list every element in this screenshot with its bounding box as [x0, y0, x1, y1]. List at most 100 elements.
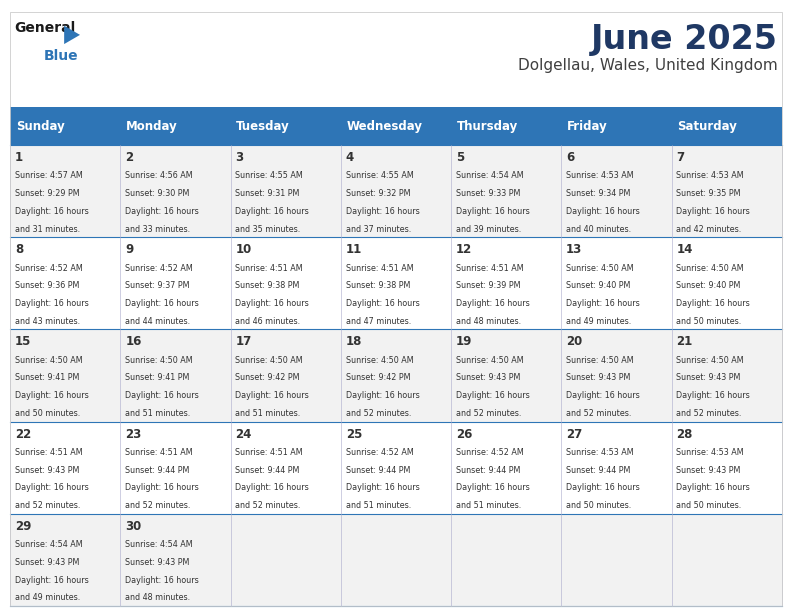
Text: Wednesday: Wednesday — [346, 119, 422, 133]
Text: Sunset: 9:41 PM: Sunset: 9:41 PM — [125, 373, 189, 382]
Text: Dolgellau, Wales, United Kingdom: Dolgellau, Wales, United Kingdom — [518, 58, 778, 73]
Text: and 35 minutes.: and 35 minutes. — [235, 225, 301, 234]
Text: Sunrise: 4:51 AM: Sunrise: 4:51 AM — [235, 264, 303, 272]
Bar — [10, 422, 782, 513]
Text: 30: 30 — [125, 520, 142, 533]
Text: Sunrise: 4:52 AM: Sunrise: 4:52 AM — [125, 264, 193, 272]
Text: Sunset: 9:32 PM: Sunset: 9:32 PM — [345, 189, 410, 198]
Text: Sunrise: 4:50 AM: Sunrise: 4:50 AM — [125, 356, 193, 365]
Text: 18: 18 — [345, 335, 362, 348]
Text: Sunset: 9:33 PM: Sunset: 9:33 PM — [456, 189, 520, 198]
Text: Daylight: 16 hours: Daylight: 16 hours — [566, 483, 640, 493]
Text: Daylight: 16 hours: Daylight: 16 hours — [456, 391, 530, 400]
Text: Sunrise: 4:51 AM: Sunrise: 4:51 AM — [125, 448, 193, 457]
Text: Blue: Blue — [44, 49, 78, 63]
Text: Sunrise: 4:50 AM: Sunrise: 4:50 AM — [676, 264, 744, 272]
Text: June 2025: June 2025 — [591, 23, 778, 56]
Text: Sunrise: 4:50 AM: Sunrise: 4:50 AM — [566, 356, 634, 365]
Text: Daylight: 16 hours: Daylight: 16 hours — [125, 391, 199, 400]
Text: Saturday: Saturday — [677, 119, 737, 133]
Bar — [10, 513, 782, 606]
Text: and 42 minutes.: and 42 minutes. — [676, 225, 741, 234]
Text: and 49 minutes.: and 49 minutes. — [566, 317, 631, 326]
Text: 16: 16 — [125, 335, 142, 348]
Text: Sunset: 9:43 PM: Sunset: 9:43 PM — [15, 466, 79, 475]
Text: Sunset: 9:42 PM: Sunset: 9:42 PM — [345, 373, 410, 382]
Text: and 50 minutes.: and 50 minutes. — [566, 501, 631, 510]
Text: Sunset: 9:38 PM: Sunset: 9:38 PM — [345, 282, 410, 290]
Text: and 52 minutes.: and 52 minutes. — [15, 501, 81, 510]
Text: Sunset: 9:43 PM: Sunset: 9:43 PM — [456, 373, 520, 382]
Text: Sunset: 9:42 PM: Sunset: 9:42 PM — [235, 373, 300, 382]
Text: 22: 22 — [15, 428, 32, 441]
Text: Daylight: 16 hours: Daylight: 16 hours — [15, 299, 89, 308]
Text: Sunset: 9:37 PM: Sunset: 9:37 PM — [125, 282, 190, 290]
Text: General: General — [14, 21, 75, 35]
Text: Sunset: 9:43 PM: Sunset: 9:43 PM — [15, 558, 79, 567]
Text: Sunrise: 4:53 AM: Sunrise: 4:53 AM — [676, 171, 744, 181]
Text: 1: 1 — [15, 151, 23, 164]
Text: 3: 3 — [235, 151, 244, 164]
Text: Daylight: 16 hours: Daylight: 16 hours — [566, 207, 640, 216]
Text: Sunset: 9:44 PM: Sunset: 9:44 PM — [125, 466, 189, 475]
Text: Sunrise: 4:54 AM: Sunrise: 4:54 AM — [125, 540, 193, 549]
Text: 5: 5 — [456, 151, 464, 164]
Text: Daylight: 16 hours: Daylight: 16 hours — [125, 483, 199, 493]
Text: and 47 minutes.: and 47 minutes. — [345, 317, 411, 326]
Text: Sunrise: 4:50 AM: Sunrise: 4:50 AM — [15, 356, 82, 365]
Text: 14: 14 — [676, 244, 693, 256]
Text: 13: 13 — [566, 244, 582, 256]
Text: 28: 28 — [676, 428, 693, 441]
Text: Sunset: 9:41 PM: Sunset: 9:41 PM — [15, 373, 79, 382]
Text: 6: 6 — [566, 151, 574, 164]
Text: and 46 minutes.: and 46 minutes. — [235, 317, 301, 326]
Text: 11: 11 — [345, 244, 362, 256]
Bar — [10, 237, 782, 329]
Text: Sunrise: 4:51 AM: Sunrise: 4:51 AM — [235, 448, 303, 457]
Text: Daylight: 16 hours: Daylight: 16 hours — [235, 299, 309, 308]
Text: 27: 27 — [566, 428, 582, 441]
Text: Daylight: 16 hours: Daylight: 16 hours — [345, 207, 420, 216]
Text: Sunrise: 4:51 AM: Sunrise: 4:51 AM — [15, 448, 82, 457]
Text: Daylight: 16 hours: Daylight: 16 hours — [235, 391, 309, 400]
Text: Sunset: 9:43 PM: Sunset: 9:43 PM — [566, 373, 630, 382]
Text: Sunset: 9:31 PM: Sunset: 9:31 PM — [235, 189, 300, 198]
Text: 29: 29 — [15, 520, 32, 533]
Text: Daylight: 16 hours: Daylight: 16 hours — [566, 299, 640, 308]
Text: Sunday: Sunday — [16, 119, 65, 133]
Text: Monday: Monday — [126, 119, 177, 133]
Text: Sunrise: 4:50 AM: Sunrise: 4:50 AM — [345, 356, 413, 365]
Text: Sunrise: 4:52 AM: Sunrise: 4:52 AM — [456, 448, 524, 457]
Text: and 48 minutes.: and 48 minutes. — [456, 317, 521, 326]
Text: 12: 12 — [456, 244, 472, 256]
Text: and 51 minutes.: and 51 minutes. — [235, 409, 301, 418]
Text: and 40 minutes.: and 40 minutes. — [566, 225, 631, 234]
Text: and 50 minutes.: and 50 minutes. — [676, 501, 741, 510]
Text: Sunset: 9:43 PM: Sunset: 9:43 PM — [676, 466, 741, 475]
Text: Daylight: 16 hours: Daylight: 16 hours — [676, 391, 750, 400]
Text: 17: 17 — [235, 335, 252, 348]
Text: Daylight: 16 hours: Daylight: 16 hours — [15, 575, 89, 584]
Text: Sunrise: 4:53 AM: Sunrise: 4:53 AM — [566, 448, 634, 457]
Bar — [10, 12, 782, 107]
Text: Sunrise: 4:50 AM: Sunrise: 4:50 AM — [456, 356, 524, 365]
Text: Tuesday: Tuesday — [236, 119, 290, 133]
Text: and 39 minutes.: and 39 minutes. — [456, 225, 521, 234]
Text: 4: 4 — [345, 151, 354, 164]
Text: Daylight: 16 hours: Daylight: 16 hours — [676, 483, 750, 493]
Text: Sunset: 9:44 PM: Sunset: 9:44 PM — [235, 466, 300, 475]
Bar — [10, 329, 782, 422]
Text: Daylight: 16 hours: Daylight: 16 hours — [456, 299, 530, 308]
Text: 21: 21 — [676, 335, 692, 348]
Text: 25: 25 — [345, 428, 362, 441]
Text: 15: 15 — [15, 335, 32, 348]
Text: and 52 minutes.: and 52 minutes. — [676, 409, 741, 418]
Text: Sunrise: 4:50 AM: Sunrise: 4:50 AM — [235, 356, 303, 365]
Text: Daylight: 16 hours: Daylight: 16 hours — [235, 483, 309, 493]
Text: Sunrise: 4:51 AM: Sunrise: 4:51 AM — [456, 264, 524, 272]
Text: Daylight: 16 hours: Daylight: 16 hours — [345, 391, 420, 400]
Text: Daylight: 16 hours: Daylight: 16 hours — [456, 207, 530, 216]
Text: Thursday: Thursday — [457, 119, 518, 133]
Text: Sunrise: 4:53 AM: Sunrise: 4:53 AM — [676, 448, 744, 457]
Text: Sunrise: 4:52 AM: Sunrise: 4:52 AM — [345, 448, 413, 457]
